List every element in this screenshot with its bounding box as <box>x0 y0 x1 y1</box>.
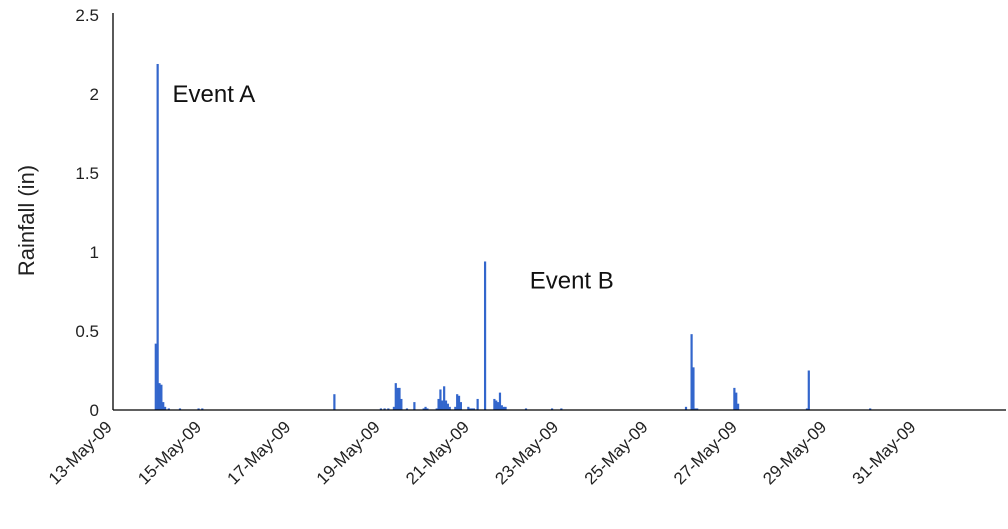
rainfall-bar <box>524 408 528 410</box>
rainfall-bar <box>807 370 810 410</box>
x-tick-label: 25-May-09 <box>581 417 652 488</box>
rainfall-bar <box>737 403 740 410</box>
rainfall-bar <box>692 367 695 410</box>
y-tick-label: 1 <box>90 243 99 262</box>
rainfall-bar <box>443 386 446 410</box>
rainfall-bar <box>158 383 161 410</box>
rainfall-bar <box>394 383 397 410</box>
rainfall-bar <box>733 387 736 410</box>
rainfall-bar <box>405 408 409 410</box>
rainfall-bar <box>156 63 159 410</box>
rainfall-bar <box>441 400 444 410</box>
rainfall-bar <box>498 392 502 410</box>
x-tick-label: 23-May-09 <box>491 417 562 488</box>
rainfall-bar <box>400 398 403 410</box>
x-tick-label: 17-May-09 <box>224 417 295 488</box>
event-annotation: Event B <box>530 267 614 294</box>
rainfall-bar <box>448 406 451 410</box>
rainfall-bar <box>504 406 507 410</box>
x-tick-label: 21-May-09 <box>402 417 473 488</box>
y-tick-labels: 0 0.5 1 1.5 2 2.5 <box>75 6 99 420</box>
rainfall-bar <box>735 392 738 410</box>
rainfall-bar <box>690 334 693 410</box>
rainfall-bar <box>495 400 498 410</box>
rainfall-bar <box>154 343 157 410</box>
y-tick-label: 2.5 <box>75 6 99 25</box>
rainfall-bar <box>197 408 200 410</box>
rainfall-bar <box>333 394 336 410</box>
rainfall-bar <box>426 408 429 410</box>
rainfall-bar <box>413 402 416 410</box>
rainfall-bar <box>696 408 699 410</box>
rainfall-bar <box>437 398 440 410</box>
rainfall-bar <box>422 408 425 410</box>
rainfall-bar <box>396 387 399 410</box>
rainfall-bar <box>398 387 401 410</box>
rainfall-bar <box>439 389 442 410</box>
rainfall-bar <box>805 408 809 410</box>
x-tick-label: 15-May-09 <box>134 417 205 488</box>
rainfall-bar <box>472 408 476 410</box>
x-tick-label: 19-May-09 <box>313 417 384 488</box>
rainfall-bar <box>497 402 500 410</box>
rainfall-bar <box>502 406 505 410</box>
rainfall-bar <box>493 398 496 410</box>
event-annotation: Event A <box>173 81 256 108</box>
rainfall-bar <box>201 408 204 410</box>
rainfall-bar <box>869 408 872 410</box>
y-tick-label: 0.5 <box>75 322 99 341</box>
rainfall-bar <box>387 408 390 410</box>
rainfall-bar <box>163 406 167 410</box>
rainfall-bar <box>167 408 170 410</box>
x-tick-label: 31-May-09 <box>849 417 920 488</box>
rainfall-bar <box>550 408 554 410</box>
rainfall-bar <box>467 406 470 410</box>
rainfall-bar <box>469 408 472 410</box>
rainfall-bar <box>684 406 688 410</box>
y-axis-title: Rainfall (in) <box>14 165 39 276</box>
x-tick-label: 13-May-09 <box>45 417 116 488</box>
rainfall-bar <box>456 394 459 410</box>
rainfall-bar <box>444 400 448 410</box>
rainfall-bar <box>162 402 165 410</box>
rainfall-bar <box>160 384 163 410</box>
rainfall-bar <box>446 403 449 410</box>
rainfall-bar <box>483 261 487 410</box>
rainfall-bar <box>424 406 427 410</box>
rainfall-bar <box>459 402 462 410</box>
rainfall-bar <box>392 406 396 410</box>
y-tick-label: 2 <box>90 85 99 104</box>
rainfall-bar <box>476 398 479 410</box>
x-tick-label: 29-May-09 <box>759 417 830 488</box>
x-tick-labels: 13-May-09 15-May-09 17-May-09 19-May-09 21-M… <box>45 417 920 488</box>
rainfall-bar <box>560 408 563 410</box>
rainfall-bar <box>454 406 457 410</box>
rainfall-bar <box>694 408 697 410</box>
y-tick-label: 0 <box>90 401 99 420</box>
rainfall-bar <box>470 408 474 410</box>
annotations: Event A Event B <box>173 81 614 294</box>
rainfall-bar <box>435 408 438 410</box>
rainfall-bar <box>383 408 386 410</box>
x-tick-label: 27-May-09 <box>670 417 741 488</box>
y-tick-label: 1.5 <box>75 164 99 183</box>
rainfall-bar <box>178 408 182 410</box>
rainfall-bar <box>379 408 382 410</box>
bar-series <box>154 63 872 410</box>
rainfall-bar <box>457 395 461 410</box>
rainfall-bar <box>500 405 503 410</box>
